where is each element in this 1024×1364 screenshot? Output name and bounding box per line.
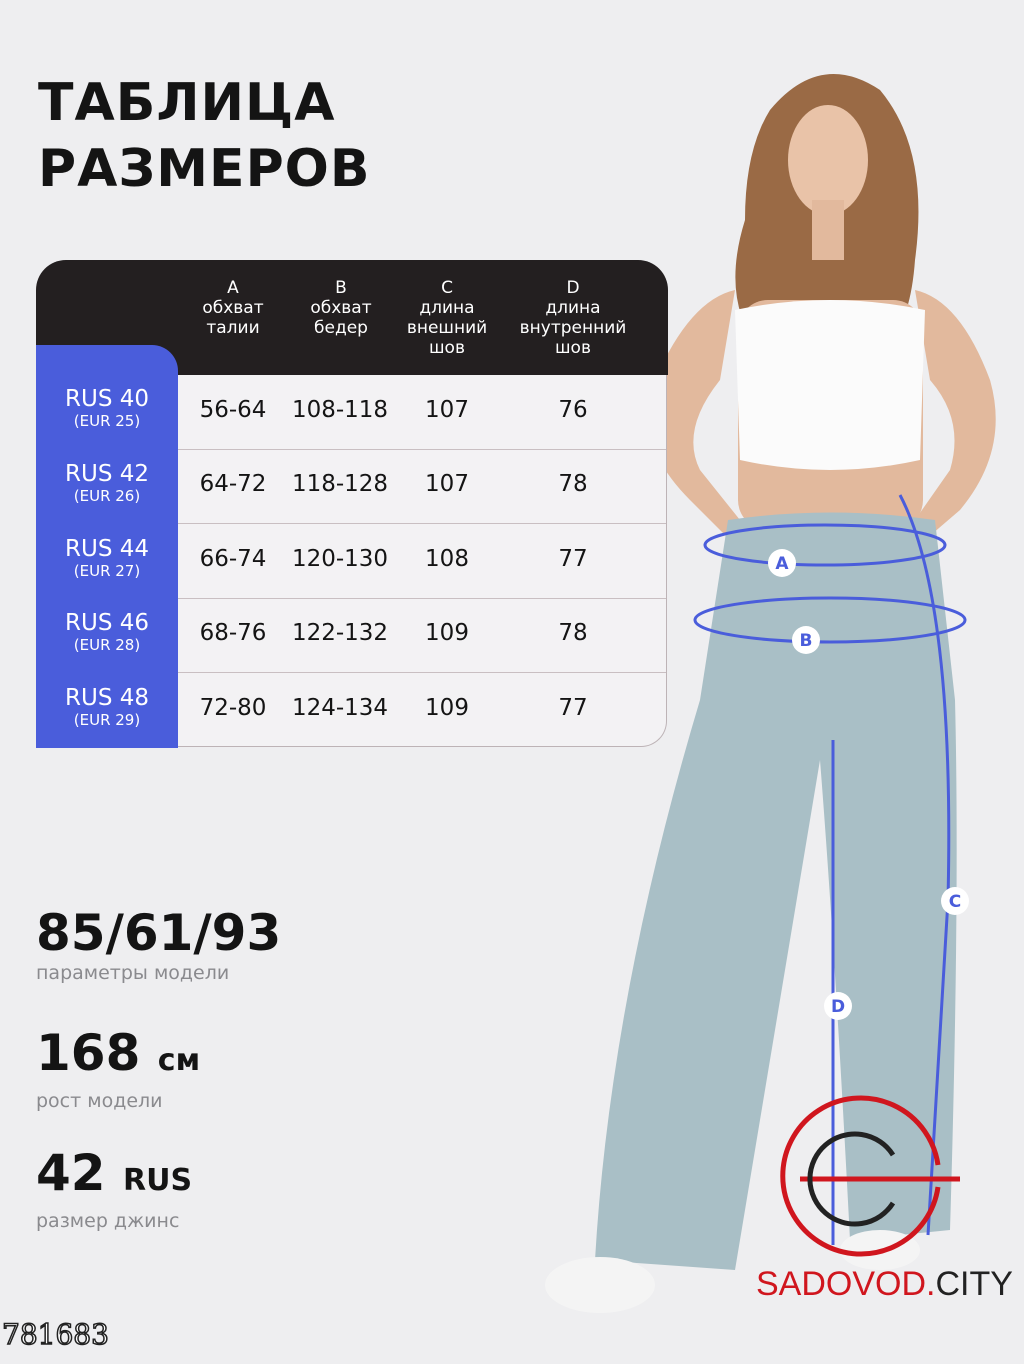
page-title: ТАБЛИЦА РАЗМЕРОВ xyxy=(38,70,371,202)
model-size-unit: RUS xyxy=(123,1163,193,1198)
model-size-label: размер джинс xyxy=(36,1210,180,1232)
table-row: 72-80 124-134 109 77 xyxy=(199,695,588,721)
sadovod-logo-icon xyxy=(780,1095,960,1257)
measure-line-b xyxy=(693,596,967,644)
size-label: RUS 46 (EUR 28) xyxy=(65,610,149,654)
size-column xyxy=(36,345,178,748)
model-params: 85/61/93 параметры модели xyxy=(36,905,281,985)
marker-b: B xyxy=(800,631,813,651)
model-size: 42 RUS размер джинс xyxy=(36,1145,192,1233)
article-code: 781683 xyxy=(1,1317,109,1352)
size-label: RUS 42 (EUR 26) xyxy=(65,461,149,505)
table-row: 56-64 108-118 107 76 xyxy=(178,375,666,450)
title-line-2: РАЗМЕРОВ xyxy=(38,139,371,199)
table-body: 56-64 108-118 107 76 64-72 118-128 107 78 66-7… xyxy=(178,375,667,747)
measure-line-a xyxy=(703,523,947,567)
measure-line-c xyxy=(898,494,951,1236)
model-height-value: 168 xyxy=(36,1024,141,1082)
model-height-label: рост модели xyxy=(36,1090,163,1112)
marker-c: C xyxy=(949,892,961,912)
title-line-1: ТАБЛИЦА xyxy=(38,73,336,133)
size-label: RUS 48 (EUR 29) xyxy=(65,685,149,729)
model-photo: A B C D xyxy=(545,74,996,1313)
model-size-value: 42 xyxy=(36,1144,106,1202)
logo-text: SADOVOD.CITY xyxy=(756,1265,1013,1303)
model-height-unit: см xyxy=(157,1043,201,1078)
model-params-label: параметры модели xyxy=(36,962,230,984)
table-row: 68-76 122-132 109 78 xyxy=(178,598,666,673)
marker-a: A xyxy=(775,554,789,574)
marker-d: D xyxy=(831,997,845,1017)
table-row: 64-72 118-128 107 78 xyxy=(178,449,666,524)
size-label: RUS 40 (EUR 25) xyxy=(65,386,149,430)
table-row: 66-74 120-130 108 77 xyxy=(178,524,666,599)
size-label: RUS 44 (EUR 27) xyxy=(65,536,149,580)
model-params-value: 85/61/93 xyxy=(36,904,282,962)
model-height: 168 см рост модели xyxy=(36,1025,200,1113)
